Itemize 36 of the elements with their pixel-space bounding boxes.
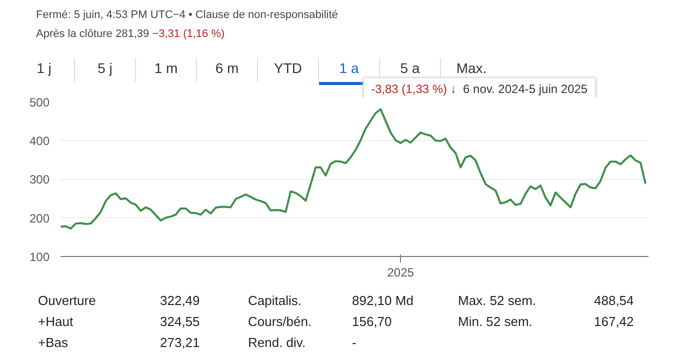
text: YTD	[258, 58, 319, 82]
text: Capitalis.	[248, 292, 302, 310]
y-tick-label: 400	[29, 134, 50, 148]
y-tick-label: 100	[29, 250, 50, 264]
x-tick-label: 2025	[387, 266, 414, 280]
text: Max.	[455, 59, 488, 78]
text: +Haut	[38, 313, 74, 331]
text: Cours/bén.	[248, 313, 312, 331]
text: 1 a	[339, 60, 359, 76]
text: 1 m	[136, 58, 197, 82]
text: Ouverture	[38, 292, 96, 310]
text: Max. 52 sem.	[458, 292, 536, 310]
y-tick-label: 300	[29, 172, 50, 186]
text: 156,70	[352, 313, 392, 331]
text: -	[352, 334, 356, 352]
text: 273,21	[160, 334, 200, 352]
text: 167,42	[594, 313, 634, 331]
text: Après la clôture 281,39	[36, 28, 150, 40]
text: -3,83 (1,33 %) ↓	[371, 82, 456, 96]
text: 6 nov. 2024-5 juin 2025	[463, 82, 588, 96]
line-series	[60, 108, 646, 230]
y-tick-label: 500	[29, 96, 50, 110]
text: 5 a	[380, 58, 441, 82]
text: Fermé: 5 juin, 4:53 PM UTC−4 • Clause de non-responsabilité	[36, 9, 338, 21]
text: +Bas	[38, 334, 68, 352]
text: Min. 52 sem.	[458, 313, 532, 331]
text: 6 m	[197, 58, 258, 82]
text: 5 j	[75, 58, 136, 82]
text: 488,54	[594, 292, 634, 310]
text: 1 j	[14, 58, 75, 82]
text: Rend. div.	[248, 334, 306, 352]
y-tick-label: 200	[29, 211, 50, 226]
text: 324,55	[160, 313, 200, 331]
text: −3,31 (1,16 %)	[152, 28, 225, 40]
text: 322,49	[160, 292, 200, 310]
text: 892,10 Md	[352, 292, 414, 310]
